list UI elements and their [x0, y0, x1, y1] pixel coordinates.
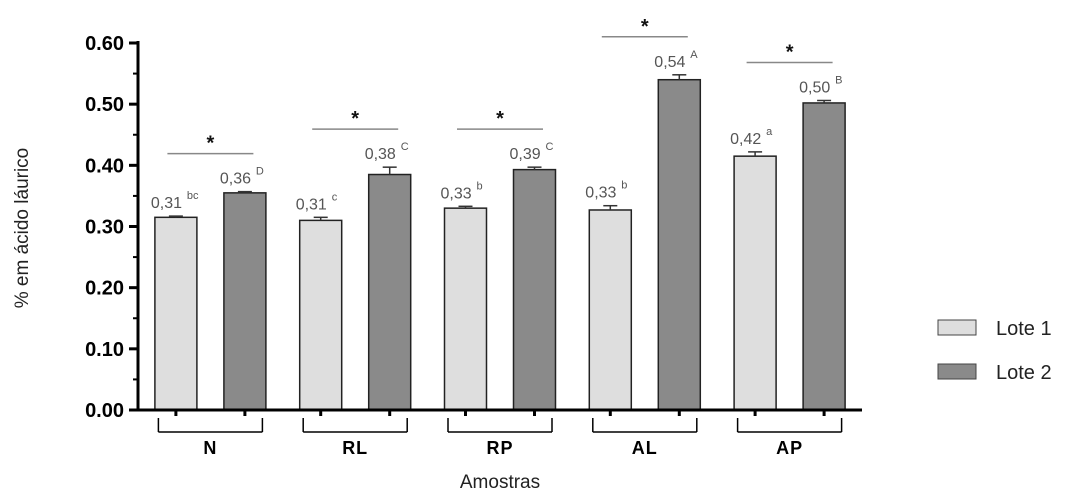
category-label: AL: [632, 438, 658, 458]
data-label-letter: B: [835, 74, 842, 86]
data-label-letter: D: [256, 166, 264, 178]
category-label: N: [203, 438, 217, 458]
significance-star: *: [207, 133, 215, 155]
data-label-letter: C: [401, 141, 409, 153]
data-label: 0,54: [654, 54, 685, 71]
significance-star: *: [351, 108, 359, 130]
bar: [367, 173, 412, 411]
bar: [512, 168, 557, 411]
legend-label: Lote 1: [996, 318, 1052, 340]
data-label-letter: b: [621, 180, 627, 192]
bar: [443, 207, 488, 411]
category-labels-group: N RL RP AL AP: [157, 418, 843, 458]
y-tick-label: 0.20: [85, 278, 124, 300]
data-label-letter: c: [332, 191, 338, 203]
data-label-letter: b: [477, 180, 483, 192]
significance-star: *: [641, 16, 649, 38]
category-label: RP: [486, 438, 513, 458]
y-tick-label: 0.40: [85, 155, 124, 177]
data-label-letter: bc: [187, 190, 199, 202]
bar: [223, 192, 267, 411]
bar: [802, 102, 846, 411]
bars-group: [154, 74, 846, 416]
bar: [657, 78, 702, 411]
data-label: 0,31: [296, 196, 327, 213]
y-axis-title: % em ácido láurico: [12, 148, 33, 309]
data-label: 0,42: [730, 131, 761, 148]
y-axis-ticks: 0.00 0.10 0.20 0.30 0.40 0.50 0.60: [85, 33, 138, 422]
y-tick-label: 0.10: [85, 339, 124, 361]
y-tick-label: 0.60: [85, 33, 124, 55]
bar: [588, 209, 633, 411]
data-label: 0,33: [441, 185, 472, 202]
category-label: RL: [342, 438, 368, 458]
significance-star: *: [496, 108, 504, 130]
significance-group: * * * * *: [167, 16, 833, 155]
data-label-letter: A: [690, 49, 698, 61]
data-label: 0,31: [151, 195, 182, 212]
y-tick-label: 0.00: [85, 400, 124, 422]
y-tick-label: 0.30: [85, 217, 124, 239]
bar: [154, 216, 198, 411]
legend-swatch: [937, 319, 977, 336]
y-tick-label: 0.50: [85, 94, 124, 116]
data-label-letter: a: [766, 126, 773, 138]
data-label: 0,33: [585, 185, 616, 202]
data-label: 0,50: [799, 79, 830, 96]
data-label: 0,36: [220, 171, 251, 188]
significance-star: *: [786, 41, 794, 63]
data-label: 0,39: [510, 146, 541, 163]
bar: [733, 155, 777, 411]
legend-label: Lote 2: [996, 362, 1052, 384]
bar: [298, 219, 343, 411]
legend: Lote 1 Lote 2: [937, 318, 1052, 384]
legend-swatch: [937, 363, 977, 380]
category-label: AP: [776, 438, 803, 458]
data-label: 0,38: [365, 146, 396, 163]
data-labels-group: 0,31 bc 0,36 D 0,31 c 0,38 C 0,33 b 0,39 C 0,33 b 0,54…: [151, 49, 843, 214]
x-axis-title: Amostras: [460, 472, 540, 493]
data-label-letter: C: [546, 141, 554, 153]
